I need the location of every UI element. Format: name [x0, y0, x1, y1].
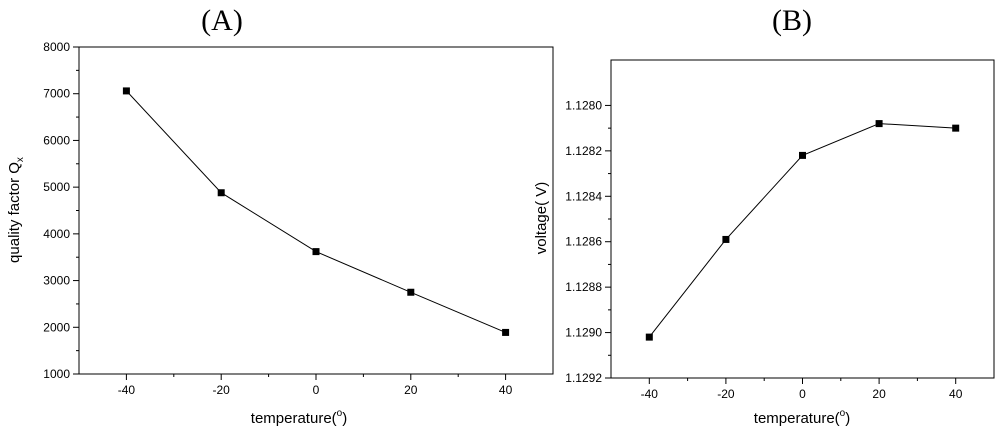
panel-a-y-axis-title-main: quality factor Q — [6, 162, 23, 263]
panel-a-x-tick-label: 0 — [313, 383, 320, 397]
panel-b-x-axis-title-sup: o — [840, 408, 846, 419]
panel-a-label: (A) — [201, 4, 243, 37]
panel-a-markers — [122, 87, 510, 336]
panel-a-data-point — [502, 328, 510, 336]
panel-b-x-tick-label: 40 — [949, 387, 963, 401]
panel-a-x-tick-label: 20 — [404, 383, 418, 397]
panel-b-y-tick-label: 1.1288 — [565, 280, 602, 294]
panel-a-y-tick-label: 5000 — [43, 180, 70, 194]
panel-b-label: (B) — [772, 4, 812, 37]
panel-b-data-point — [952, 124, 960, 132]
panel-b-data-point — [645, 333, 653, 341]
panel-a-y-axis-title: quality factor Qx — [6, 157, 26, 263]
panel-b-data-point — [722, 235, 730, 243]
panel-b-x-tick-label: -20 — [717, 387, 735, 401]
panel-a-data-point — [312, 248, 320, 256]
panel-a-y-tick-label: 3000 — [43, 274, 70, 288]
panel-a-ticks — [73, 46, 507, 380]
panel-a-x-tick-label: 40 — [499, 383, 513, 397]
panel-a-x-axis-title-main: temperature( — [251, 410, 337, 427]
panel-a-plot-frame — [78, 46, 554, 375]
panel-b: (B) -40 -20 0 20 40 1.1280 1.1282 1.1284 1.1286 1… — [533, 4, 995, 427]
panel-b-data-point — [875, 120, 883, 128]
panel-b-x-tick-label: -40 — [641, 387, 659, 401]
panel-a-data-point — [407, 288, 415, 296]
panel-b-y-tick-label: 1.1292 — [565, 371, 602, 385]
panel-b-y-tick-label: 1.1280 — [565, 98, 602, 112]
panel-a-data-point — [217, 189, 225, 197]
panel-b-data-point — [799, 151, 806, 159]
panel-a: (A) -40 -20 0 20 40 1000 2000 3000 4000 5000 6000 7… — [6, 4, 554, 427]
panel-a-y-tick-label: 2000 — [43, 320, 70, 334]
panel-b-y-axis-title: voltage( V) — [533, 182, 550, 255]
panel-a-x-axis-title-tail: ) — [342, 410, 347, 427]
panel-a-x-axis-title: temperature(o) — [251, 408, 347, 427]
panel-a-data-point — [122, 87, 130, 95]
panel-b-ticks — [605, 104, 957, 384]
panel-b-markers — [645, 120, 960, 341]
panel-b-y-tick-label: 1.1286 — [565, 235, 602, 249]
panel-a-tick-labels: -40 -20 0 20 40 1000 2000 3000 4000 5000 6000 7000 8… — [43, 40, 512, 397]
panel-b-y-tick-label: 1.1284 — [565, 189, 602, 203]
panel-a-x-axis-title-sup: o — [337, 408, 343, 419]
panel-a-x-tick-label: -40 — [118, 383, 136, 397]
panel-a-y-tick-label: 1000 — [43, 367, 70, 381]
panel-b-x-tick-label: 20 — [872, 387, 886, 401]
panel-b-y-tick-label: 1.1290 — [565, 326, 602, 340]
panel-b-x-axis-title-main: temperature( — [754, 410, 840, 427]
panel-a-series-line — [126, 90, 506, 333]
panel-a-y-tick-label: 7000 — [43, 87, 70, 101]
panel-b-y-tick-label: 1.1282 — [565, 144, 602, 158]
panel-a-x-tick-label: -20 — [213, 383, 231, 397]
panel-b-x-tick-label: 0 — [799, 387, 806, 401]
panel-b-tick-labels: -40 -20 0 20 40 1.1280 1.1282 1.1284 1.1286 1.128… — [565, 98, 962, 401]
panel-a-y-tick-label: 6000 — [43, 133, 70, 147]
panel-a-y-tick-label: 8000 — [43, 40, 70, 54]
panel-b-x-axis-title: temperature(o) — [754, 408, 850, 427]
panel-b-plot-frame — [610, 59, 995, 379]
panel-a-y-tick-label: 4000 — [43, 227, 70, 241]
panel-a-y-axis-title-sub: x — [15, 157, 26, 162]
panel-b-x-axis-title-tail: ) — [845, 410, 850, 427]
